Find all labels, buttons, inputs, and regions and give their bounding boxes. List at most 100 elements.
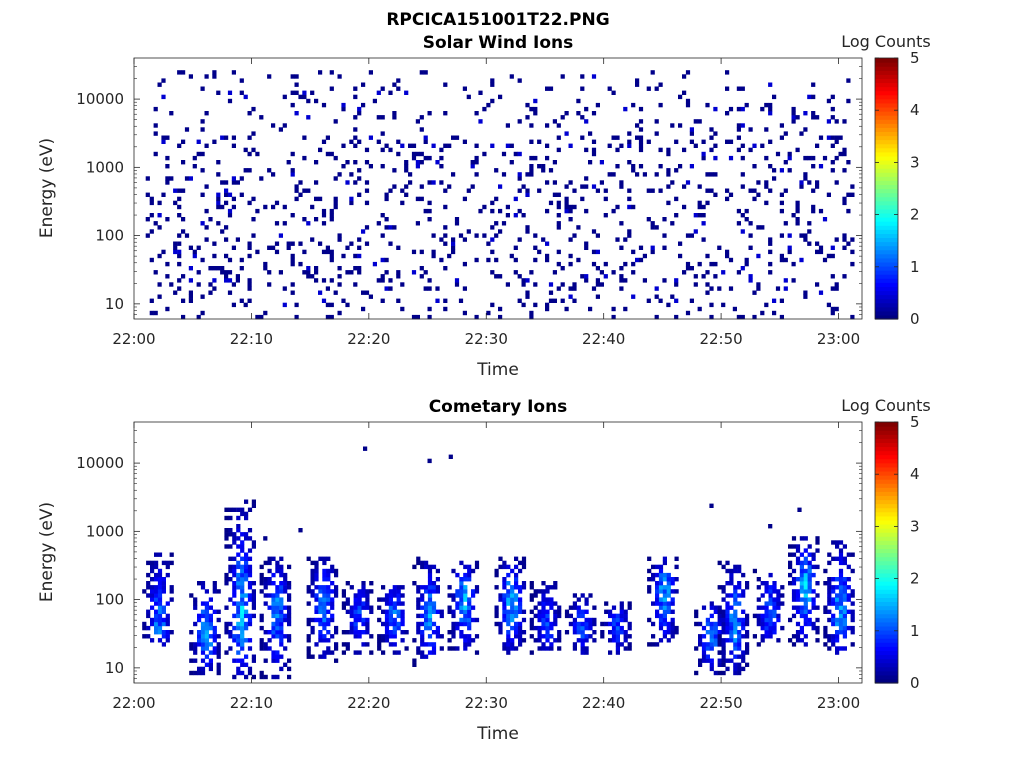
heatmap-cell bbox=[240, 646, 245, 651]
colorbar-segment bbox=[875, 94, 898, 100]
heatmap-cell bbox=[267, 638, 272, 643]
heatmap-cell bbox=[244, 662, 249, 667]
heatmap-cell bbox=[552, 160, 557, 165]
heatmap-cell bbox=[333, 196, 338, 202]
heatmap-cell bbox=[361, 581, 366, 586]
heatmap-cell bbox=[267, 577, 272, 582]
heatmap-cell bbox=[357, 593, 362, 598]
heatmap-cell bbox=[517, 188, 522, 193]
heatmap-cell bbox=[154, 630, 159, 635]
heatmap-cell bbox=[318, 585, 323, 590]
heatmap-cell bbox=[835, 630, 840, 635]
heatmap-cell bbox=[400, 609, 405, 614]
heatmap-cell bbox=[232, 585, 237, 590]
heatmap-cell bbox=[392, 609, 397, 614]
heatmap-cell bbox=[694, 670, 699, 676]
heatmap-cell bbox=[631, 261, 636, 267]
heatmap-cell bbox=[518, 609, 523, 614]
heatmap-cell bbox=[474, 143, 479, 148]
heatmap-cell bbox=[181, 274, 186, 279]
heatmap-cell bbox=[294, 314, 299, 320]
heatmap-cell bbox=[188, 290, 193, 295]
heatmap-cell bbox=[807, 621, 812, 627]
colorbar-segment bbox=[875, 286, 898, 292]
heatmap-cell bbox=[275, 621, 280, 627]
heatmap-cell bbox=[803, 581, 808, 586]
heatmap-cell bbox=[240, 634, 245, 639]
heatmap-cell bbox=[650, 188, 655, 193]
heatmap-cell bbox=[525, 115, 530, 120]
heatmap-cell bbox=[326, 638, 331, 643]
heatmap-cell bbox=[236, 601, 241, 606]
heatmap-cell bbox=[236, 658, 241, 663]
colorbar-segment bbox=[875, 62, 898, 67]
heatmap-cell bbox=[619, 601, 624, 606]
colorbar-tick-label: 2 bbox=[910, 570, 920, 588]
heatmap-cell bbox=[384, 196, 389, 202]
heatmap-cell bbox=[251, 503, 256, 508]
heatmap-cell bbox=[423, 286, 428, 291]
heatmap-cell bbox=[584, 274, 589, 279]
heatmap-cell bbox=[149, 298, 154, 303]
heatmap-cell bbox=[779, 200, 784, 206]
solar-wind-title: Solar Wind Ions bbox=[423, 33, 574, 53]
heatmap-cell bbox=[705, 658, 710, 663]
heatmap-cell bbox=[545, 155, 550, 161]
heatmap-cell bbox=[537, 617, 542, 623]
heatmap-cell bbox=[733, 564, 738, 570]
heatmap-cell bbox=[251, 540, 256, 545]
heatmap-cell bbox=[212, 241, 217, 246]
heatmap-cell bbox=[506, 646, 511, 651]
heatmap-cell bbox=[314, 560, 319, 566]
heatmap-cell bbox=[279, 642, 284, 647]
heatmap-cell bbox=[572, 286, 577, 291]
heatmap-cell bbox=[157, 605, 163, 610]
heatmap-cell bbox=[232, 532, 237, 537]
heatmap-cell bbox=[361, 621, 366, 627]
heatmap-cell bbox=[424, 654, 429, 659]
heatmap-cell bbox=[818, 245, 824, 250]
heatmap-cell bbox=[388, 601, 393, 606]
colorbar-segment bbox=[875, 658, 898, 664]
heatmap-cell bbox=[799, 630, 804, 635]
heatmap-cell bbox=[263, 585, 268, 590]
heatmap-cell bbox=[521, 560, 527, 566]
heatmap-cell bbox=[196, 151, 201, 157]
heatmap-cell bbox=[783, 188, 788, 193]
heatmap-cell bbox=[154, 621, 159, 627]
heatmap-cell bbox=[505, 213, 510, 218]
heatmap-cell bbox=[807, 221, 812, 226]
heatmap-cell bbox=[611, 605, 617, 610]
heatmap-cell bbox=[271, 634, 276, 639]
heatmap-cell bbox=[334, 625, 339, 631]
heatmap-cell bbox=[756, 577, 761, 582]
heatmap-cell bbox=[788, 572, 793, 578]
heatmap-cell bbox=[615, 638, 620, 643]
heatmap-cell bbox=[514, 581, 519, 586]
heatmap-cell bbox=[240, 585, 245, 590]
heatmap-cell bbox=[678, 123, 683, 128]
heatmap-cell bbox=[236, 581, 241, 586]
heatmap-cell bbox=[404, 184, 409, 189]
heatmap-cell bbox=[334, 642, 339, 647]
heatmap-cell bbox=[846, 78, 851, 83]
heatmap-cell bbox=[447, 184, 452, 189]
heatmap-cell bbox=[831, 589, 836, 594]
heatmap-cell bbox=[674, 196, 679, 202]
heatmap-cell bbox=[267, 282, 272, 287]
heatmap-cell bbox=[736, 147, 741, 153]
heatmap-cell bbox=[615, 147, 620, 153]
colorbar-segment bbox=[875, 147, 898, 153]
heatmap-cell bbox=[388, 278, 393, 283]
heatmap-cell bbox=[306, 601, 311, 606]
heatmap-cell bbox=[615, 642, 620, 647]
colorbar-segment bbox=[875, 670, 898, 676]
heatmap-cell bbox=[240, 601, 245, 606]
heatmap-cell bbox=[768, 82, 773, 87]
heatmap-cell bbox=[325, 302, 330, 308]
heatmap-cell bbox=[482, 151, 487, 157]
heatmap-cell bbox=[200, 151, 205, 157]
heatmap-cell bbox=[439, 180, 444, 185]
heatmap-cell bbox=[772, 94, 777, 100]
x-tick-label: 22:20 bbox=[347, 330, 390, 348]
